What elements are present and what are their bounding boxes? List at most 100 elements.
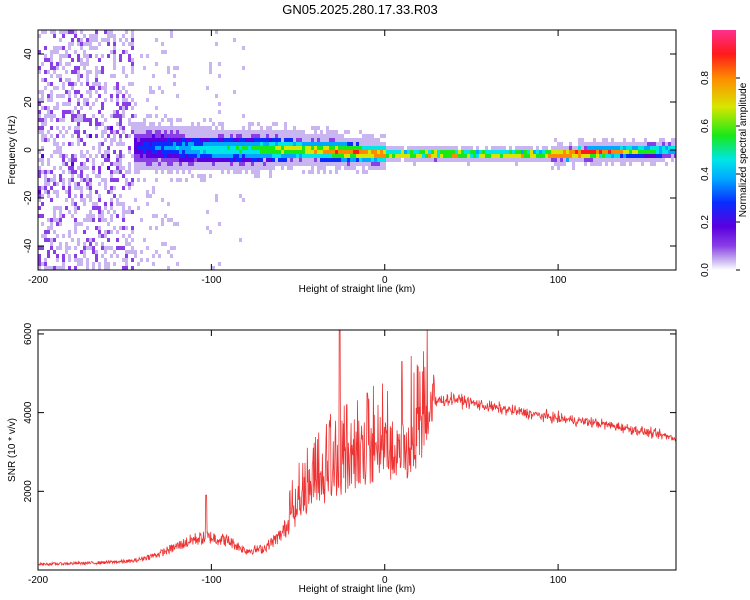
spectrogram-cell [653, 142, 656, 146]
spectrogram-cell [203, 122, 206, 126]
spectrogram-cell [107, 130, 110, 134]
spectrogram-cell [65, 74, 68, 78]
spectrogram-cell [494, 150, 497, 154]
spectrogram-cell [362, 150, 365, 154]
spectrogram-cell [239, 154, 242, 158]
spectrogram-cell [170, 246, 173, 250]
spectrogram-cell [305, 146, 308, 150]
spectrogram-cell [143, 118, 146, 122]
spectrogram-cell [68, 98, 71, 102]
spectrogram-cell [284, 130, 287, 134]
spectrogram-cell [200, 130, 203, 134]
spectrogram-cell [275, 162, 278, 166]
spectrogram-cell [140, 146, 143, 150]
spectrogram-cell [53, 174, 56, 178]
spectrogram-cell [110, 74, 113, 78]
spectrogram-cell [305, 174, 308, 178]
spectrogram-cell [83, 74, 86, 78]
spectrogram-y-tick-label: 0 [23, 147, 34, 153]
spectrogram-cell [257, 174, 260, 178]
spectrogram-cell [209, 66, 212, 70]
spectrogram-cell [179, 178, 182, 182]
spectrogram-cell [155, 134, 158, 138]
spectrogram-cell [116, 214, 119, 218]
spectrogram-cell [86, 62, 89, 66]
spectrogram-cell [257, 134, 260, 138]
snr-y-tick-label: 4000 [23, 401, 34, 424]
spectrogram-cell [143, 158, 146, 162]
spectrogram-cell [293, 138, 296, 142]
spectrogram-cell [92, 190, 95, 194]
spectrogram-cell [119, 126, 122, 130]
spectrogram-cell [638, 138, 641, 142]
spectrogram-cell [509, 150, 512, 154]
spectrogram-cell [122, 202, 125, 206]
spectrogram-cell [596, 150, 599, 154]
spectrogram-cell [281, 122, 284, 126]
spectrogram-cell [83, 114, 86, 118]
spectrogram-cell [329, 130, 332, 134]
spectrogram-cell [491, 150, 494, 154]
spectrogram-cell [356, 134, 359, 138]
spectrogram-cell [608, 154, 611, 158]
spectrogram-cell [578, 166, 581, 170]
spectrogram-cell [44, 190, 47, 194]
spectrogram-cell [131, 114, 134, 118]
spectrogram-cell [47, 42, 50, 46]
spectrogram-cell [236, 150, 239, 154]
spectrogram-cell [107, 42, 110, 46]
spectrogram-cell [161, 178, 164, 182]
spectrogram-cell [353, 138, 356, 142]
spectrogram-cell [650, 162, 653, 166]
spectrogram-cell [212, 70, 215, 74]
spectrogram-cell [353, 158, 356, 162]
spectrogram-cell [59, 134, 62, 138]
spectrogram-cell [92, 158, 95, 162]
spectrogram-cell [179, 142, 182, 146]
spectrogram-cell [674, 138, 676, 142]
spectrogram-cell [356, 154, 359, 158]
spectrogram-cell [95, 242, 98, 246]
spectrogram-cell [458, 146, 461, 150]
spectrogram-cell [44, 162, 47, 166]
spectrogram-cell [173, 202, 176, 206]
spectrogram-cell [122, 210, 125, 214]
spectrogram-cell [56, 142, 59, 146]
spectrogram-cell [527, 150, 530, 154]
spectrogram-cell [212, 166, 215, 170]
spectrogram-cell [314, 158, 317, 162]
spectrogram-cell [56, 102, 59, 106]
spectrogram-cell [230, 170, 233, 174]
spectrogram-cell [137, 82, 140, 86]
spectrogram-cell [116, 46, 119, 50]
spectrogram-cell [44, 230, 47, 234]
spectrogram-cell [236, 178, 239, 182]
spectrogram-cell [179, 170, 182, 174]
spectrogram-cell [245, 142, 248, 146]
spectrogram-cell [506, 158, 509, 162]
spectrogram-cell [119, 122, 122, 126]
spectrogram-cell [317, 174, 320, 178]
spectrogram-cell [161, 254, 164, 258]
spectrogram-cell [671, 138, 674, 142]
spectrogram-cell [260, 138, 263, 142]
spectrogram-cell [80, 82, 83, 86]
spectrogram-cell [215, 218, 218, 222]
spectrogram-cell [611, 162, 614, 166]
spectrogram-cell [239, 166, 242, 170]
spectrogram-cell [422, 142, 425, 146]
spectrogram-cell [56, 62, 59, 66]
spectrogram-cell [131, 234, 134, 238]
spectrogram-cell [269, 158, 272, 162]
spectrogram-cell [326, 162, 329, 166]
spectrogram-cell [623, 146, 626, 150]
spectrogram-cell [578, 142, 581, 146]
spectrogram-cell [212, 142, 215, 146]
spectrogram-cell [56, 190, 59, 194]
spectrogram-cell [47, 226, 50, 230]
spectrogram-cell [581, 142, 584, 146]
spectrogram-cell [95, 82, 98, 86]
spectrogram-cell [581, 146, 584, 150]
spectrogram-cell [449, 146, 452, 150]
spectrogram-cell [131, 230, 134, 234]
